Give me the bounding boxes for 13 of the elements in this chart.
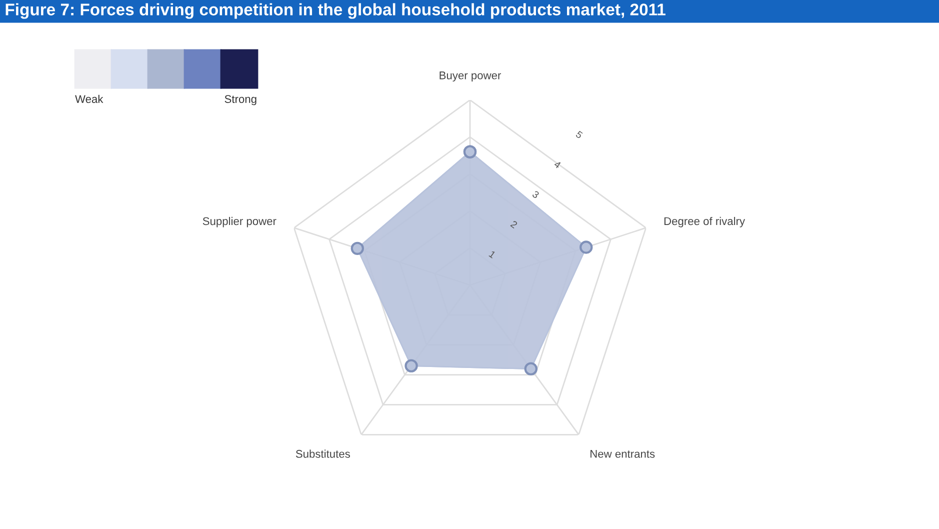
y-tick-label: 2 — [510, 220, 518, 228]
spoke-label: Buyer power — [440, 72, 502, 82]
spoke-label: Supplier power — [202, 216, 276, 228]
text: Weak — [75, 94, 104, 103]
y-tick-label: 3 — [532, 190, 540, 199]
y-tick-label: 5 — [575, 130, 584, 139]
spoke-label: New entrants — [590, 450, 655, 458]
y-tick-label: 1 — [488, 250, 496, 258]
text: Strong — [224, 95, 256, 106]
spoke-label: Degree of rivalry — [664, 216, 746, 228]
spoke-label: Substitutes — [296, 450, 350, 458]
chart-title: Figure 7: Forces driving competition in the global household products market, 2011 — [6, 3, 666, 19]
y-tick-label: 4 — [554, 160, 562, 169]
